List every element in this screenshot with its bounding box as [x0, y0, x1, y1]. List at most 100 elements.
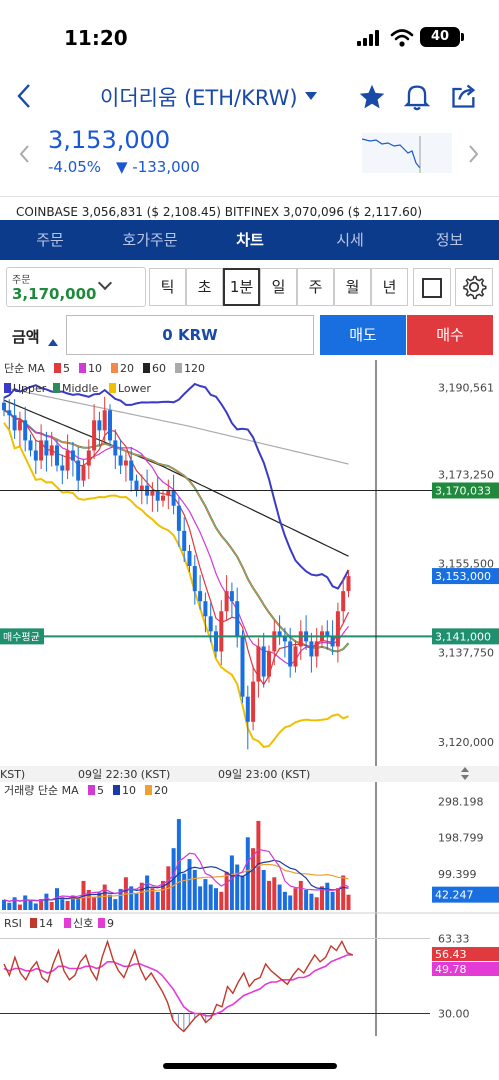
volume-bar [325, 882, 330, 910]
candle [86, 450, 91, 466]
period-week[interactable]: 주 [297, 268, 334, 306]
mini-price-chart[interactable] [362, 133, 452, 173]
legend-swatch [98, 918, 105, 928]
main-tab-bar: 주문 호가주문 차트 시세 정보 [0, 220, 499, 260]
period-month[interactable]: 월 [334, 268, 371, 306]
sell-button[interactable]: 매도 [320, 315, 406, 355]
candle [187, 550, 192, 567]
candle [176, 505, 181, 531]
candle [341, 591, 346, 612]
share-icon[interactable] [450, 82, 478, 110]
legend-entry: 14 [39, 917, 53, 930]
volume-bar [33, 903, 38, 910]
avg-price-badge-label: 매수평균 [3, 631, 40, 643]
volume-bar [2, 899, 6, 910]
volume-bar [118, 888, 123, 910]
candle [219, 611, 224, 652]
buy-button[interactable]: 매수 [407, 315, 493, 355]
tab-order[interactable]: 주문 [36, 231, 64, 249]
current-price: 3,153,000 [48, 126, 171, 154]
tab-order-book-order[interactable]: 호가주문 [122, 231, 178, 249]
candle [81, 465, 86, 481]
volume-bar [240, 875, 245, 910]
candle [102, 410, 107, 431]
volume-bar [161, 880, 165, 910]
volume-bar [92, 897, 97, 910]
amount-input[interactable]: 0 KRW [66, 315, 314, 355]
volume-bar [235, 864, 240, 910]
legend-swatch [111, 363, 118, 373]
period-day[interactable]: 일 [260, 268, 297, 306]
volume-bar [320, 886, 324, 910]
gear-icon[interactable] [455, 268, 493, 306]
bollinger-lower-line [3, 422, 349, 748]
candle [166, 490, 171, 496]
title-dropdown-icon[interactable] [304, 91, 318, 101]
axis-resize-icon[interactable] [461, 767, 469, 780]
candle [129, 460, 134, 481]
avg-price-badge [0, 628, 44, 645]
price-axis-tick: 3,155,500 [438, 558, 494, 571]
candle [198, 591, 203, 602]
amount-dropdown-icon[interactable] [48, 339, 58, 346]
candle [39, 440, 44, 461]
candle [161, 495, 165, 501]
legend-swatch [113, 785, 120, 795]
volume-bar [97, 892, 102, 910]
volume-bar [192, 870, 197, 910]
volume-ma10-line [3, 859, 349, 902]
tab-info[interactable]: 정보 [435, 231, 464, 249]
volume-bar [187, 859, 192, 910]
candle [335, 611, 340, 647]
legend-entry: 20 [120, 362, 134, 375]
volume-bar [23, 895, 28, 910]
volume-bar [335, 888, 340, 910]
volume-bar [288, 895, 293, 910]
price-axis-badge-label: 3,153,000 [435, 570, 491, 583]
prev-chevron-icon[interactable] [18, 144, 30, 164]
candle [150, 490, 155, 496]
rsi-axis-tick: 30.00 [438, 1008, 470, 1021]
period-1min[interactable]: 1분 [223, 268, 260, 306]
candle [314, 641, 319, 657]
rsi-signal-line [3, 954, 353, 1017]
candle [2, 402, 6, 411]
legend-swatch [143, 363, 150, 373]
next-chevron-icon[interactable] [468, 144, 480, 164]
tab-chart[interactable]: 차트 [236, 231, 264, 249]
legend-swatch [145, 785, 152, 795]
volume-bar [113, 899, 118, 910]
volume-bar [129, 886, 134, 910]
tab-market[interactable]: 시세 [336, 231, 364, 249]
order-price-value: 3,170,000 [12, 285, 97, 303]
volume-bar [224, 871, 229, 910]
volume-bar [76, 899, 81, 910]
volume-bar [134, 893, 139, 910]
period-year[interactable]: 년 [371, 268, 408, 306]
coin-title[interactable]: 이더리움 (ETH/KRW) [100, 86, 298, 110]
amount-label[interactable]: 금액 [12, 328, 40, 346]
star-icon[interactable] [358, 83, 386, 111]
candle [346, 576, 351, 592]
legend-entry: 5 [63, 362, 70, 375]
change-amount: ▼ -133,000 [116, 158, 200, 176]
rsi-value-label: 56.43 [435, 948, 467, 961]
legend-swatch [54, 363, 61, 373]
fullscreen-button[interactable] [413, 268, 451, 306]
candle [55, 445, 59, 466]
candle [44, 440, 49, 456]
volume-bar [298, 880, 303, 910]
volume-bar [49, 902, 54, 910]
back-arrow-icon[interactable] [14, 82, 34, 110]
order-price-selector[interactable] [6, 267, 146, 307]
candle [203, 601, 208, 617]
legend-entry: 5 [97, 784, 104, 797]
volume-bar [304, 890, 309, 910]
period-second[interactable]: 초 [186, 268, 223, 306]
price-chart[interactable]: 3,190,561 3,173,250 3,155,500 3,137,750 3,12… [0, 360, 499, 1040]
candle [267, 651, 271, 677]
period-tick[interactable]: 틱 [149, 268, 186, 306]
bell-icon[interactable] [403, 82, 431, 112]
candle [97, 420, 102, 431]
candle [229, 591, 234, 602]
